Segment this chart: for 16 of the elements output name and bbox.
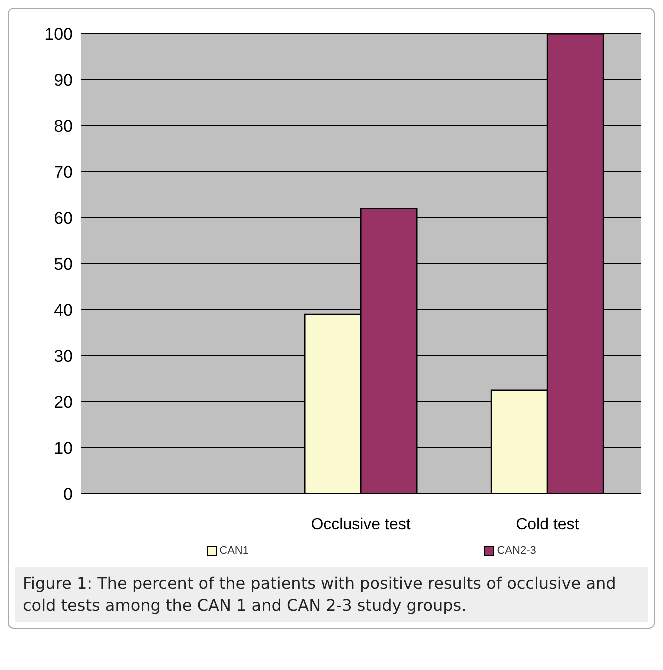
- x-tick-label: Occlusive test: [311, 516, 412, 534]
- caption: Figure 1: The percent of the patients with positive results of occlusive and cold tests among the CAN 1 and CAN 2-3 study groups.: [15, 567, 648, 622]
- y-tick-label: 10: [54, 439, 73, 458]
- legend-label: CAN2-3: [496, 545, 536, 557]
- y-tick-label: 80: [54, 117, 73, 136]
- y-tick-label: 40: [54, 301, 73, 320]
- y-tick-label: 0: [64, 485, 73, 504]
- y-tick-label: 90: [54, 71, 73, 90]
- y-tick-label: 20: [54, 393, 73, 412]
- y-tick-label: 60: [54, 209, 73, 228]
- y-tick-label: 70: [54, 163, 73, 182]
- legend-label: CAN1: [218, 545, 249, 557]
- y-tick-label: 100: [44, 25, 73, 44]
- x-tick-label: Cold test: [516, 516, 580, 534]
- y-tick-label: 50: [54, 255, 73, 274]
- y-tick-label: 30: [54, 347, 73, 366]
